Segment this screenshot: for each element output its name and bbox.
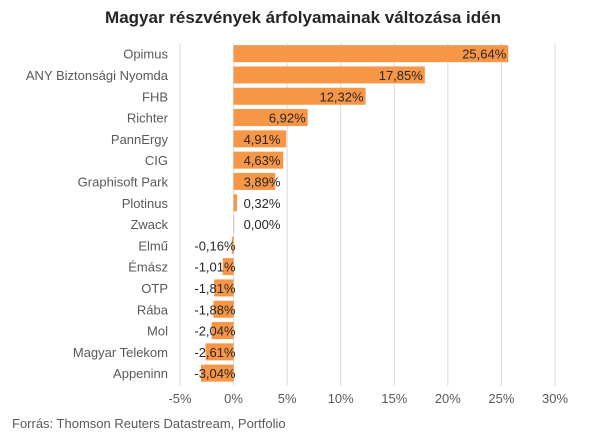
category-label: CIG xyxy=(145,153,168,168)
value-label: 4,63% xyxy=(244,153,281,168)
source-note: Forrás: Thomson Reuters Datastream, Port… xyxy=(12,416,286,431)
value-labels: 25,64% 17,85% 12,32% 6,92% 4,91% 4,63% 3,89% 0,… xyxy=(194,47,507,381)
value-label: 6,92% xyxy=(269,111,306,126)
category-label: OTP xyxy=(141,281,168,296)
category-label: Magyar Telekom xyxy=(73,345,168,360)
value-label: -0,16% xyxy=(194,238,236,253)
value-label: 0,00% xyxy=(244,217,281,232)
bar xyxy=(233,87,366,105)
chart-title: Magyar részvények árfolyamainak változás… xyxy=(105,8,501,27)
bar xyxy=(233,172,276,190)
x-tick-label: 25% xyxy=(488,391,514,406)
bar xyxy=(233,130,287,148)
value-label: -2,61% xyxy=(194,345,236,360)
category-labels: Opimus ANY Biztonsági Nyomda FHB Richter Pan… xyxy=(26,47,169,381)
x-tick-label: 15% xyxy=(381,391,407,406)
bar xyxy=(214,279,234,297)
gridlines xyxy=(179,43,556,386)
bar xyxy=(233,66,425,84)
bar xyxy=(233,215,235,233)
category-label: Mol xyxy=(147,324,168,339)
x-tick-label: 10% xyxy=(328,391,354,406)
bar xyxy=(205,343,234,361)
category-label: PannErgy xyxy=(111,132,169,147)
category-label: Opimus xyxy=(123,47,168,62)
bar xyxy=(233,45,509,63)
value-label: 4,91% xyxy=(244,132,281,147)
category-label: Elmű xyxy=(138,238,168,253)
bar xyxy=(213,300,234,318)
value-label: 3,89% xyxy=(244,174,281,189)
value-label: 25,64% xyxy=(462,47,507,62)
category-label: Zwack xyxy=(130,217,168,232)
value-label: -1,88% xyxy=(194,302,236,317)
value-label: -3,04% xyxy=(194,366,236,381)
value-label: 17,85% xyxy=(379,68,424,83)
x-tick-label: -5% xyxy=(168,391,192,406)
x-tick-label: 5% xyxy=(278,391,297,406)
bar xyxy=(233,151,284,169)
bars xyxy=(201,45,509,382)
bar xyxy=(231,236,234,254)
x-tick-label: 0% xyxy=(224,391,243,406)
category-label: Rába xyxy=(137,302,169,317)
x-tick-label: 20% xyxy=(435,391,461,406)
category-label: Graphisoft Park xyxy=(78,174,169,189)
value-label: -1,81% xyxy=(194,281,236,296)
bar xyxy=(222,258,234,276)
value-label: 12,32% xyxy=(319,89,364,104)
bar xyxy=(201,364,234,382)
value-label: 0,32% xyxy=(244,196,281,211)
category-label: FHB xyxy=(142,89,168,104)
x-tick-label: 30% xyxy=(542,391,568,406)
category-label: Émász xyxy=(128,260,168,275)
category-label: Appeninn xyxy=(113,366,168,381)
category-label: Richter xyxy=(127,111,169,126)
bar xyxy=(233,109,308,127)
category-label: ANY Biztonsági Nyomda xyxy=(26,68,169,83)
x-tick-labels: -5% 0% 5% 10% 15% 20% 25% 30% xyxy=(168,391,568,406)
category-label: Plotinus xyxy=(122,196,169,211)
bar xyxy=(211,322,234,340)
value-label: -2,04% xyxy=(194,324,236,339)
value-label: -1,01% xyxy=(194,260,236,275)
bar xyxy=(233,194,237,212)
